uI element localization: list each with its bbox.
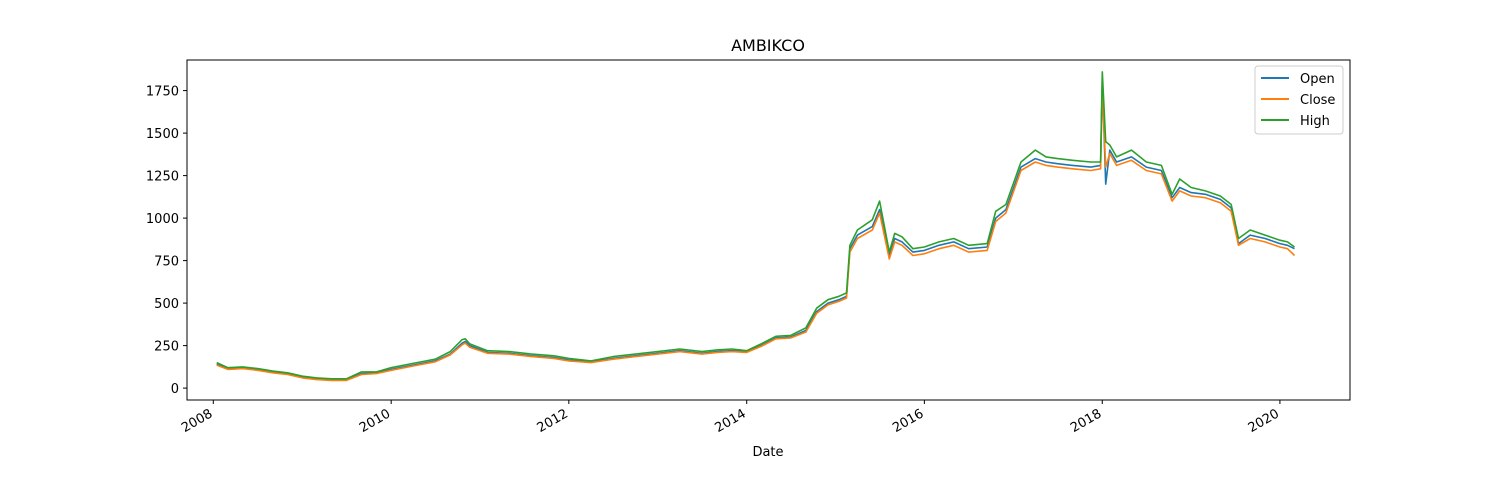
x-tick-label: 2008	[179, 406, 215, 436]
series-layer	[216, 71, 1296, 382]
series-line-close	[216, 84, 1296, 382]
y-tick-label: 750	[154, 255, 179, 270]
x-tick-label: 2016	[890, 406, 926, 436]
x-tick-label: 2018	[1068, 406, 1104, 436]
chart-title: AMBIKCO	[731, 36, 805, 55]
y-tick-label: 1250	[146, 170, 179, 185]
axes-layer: 0 250 500 750 1000 1250 1500 1750 2008 2010 2012 20…	[146, 59, 1351, 436]
x-tick-label: 2012	[535, 406, 571, 436]
y-tick-label: 500	[154, 297, 179, 312]
x-tick-label: 2010	[357, 406, 393, 436]
plot-frame	[186, 59, 1351, 401]
x-tick-label: 2020	[1246, 406, 1282, 436]
legend-box	[1254, 65, 1344, 135]
series-line-open	[216, 77, 1295, 381]
x-axis-label: Date	[752, 445, 783, 460]
x-tick-label: 2014	[713, 406, 749, 436]
y-tick-label: 1750	[146, 85, 179, 100]
y-tick-label: 250	[154, 340, 179, 355]
legend-label-open: Open	[1300, 72, 1335, 87]
series-line-high	[216, 71, 1295, 380]
y-tick-label: 1500	[146, 127, 179, 142]
legend-label-close: Close	[1300, 93, 1335, 108]
legend: Open Close High	[1254, 65, 1344, 135]
y-tick-label: 0	[171, 382, 179, 397]
legend-label-high: High	[1300, 114, 1330, 129]
y-tick-label: 1000	[146, 212, 179, 227]
